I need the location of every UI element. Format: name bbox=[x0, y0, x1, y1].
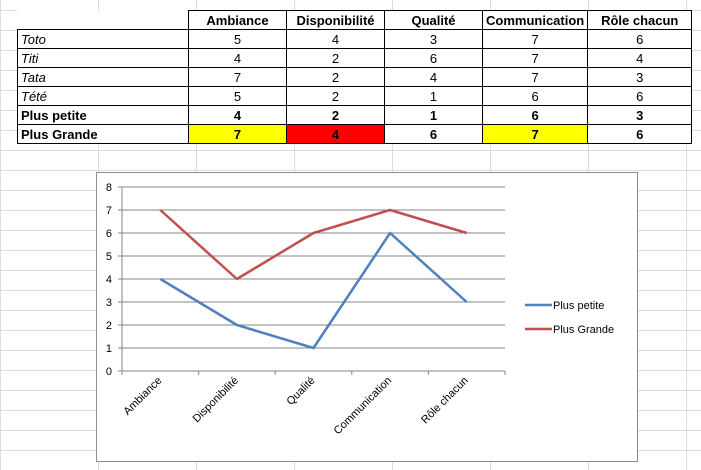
column-header[interactable]: Communication bbox=[481, 10, 589, 30]
table-row: Toto 5 4 3 7 6 bbox=[17, 29, 693, 49]
value-cell[interactable]: 3 bbox=[587, 105, 693, 125]
data-table: Ambiance Disponibilité Qualité Communica… bbox=[17, 10, 693, 144]
value-cell-highlight-yellow[interactable]: 7 bbox=[188, 124, 287, 144]
value-cell[interactable]: 7 bbox=[188, 67, 287, 87]
value-cell[interactable]: 6 bbox=[384, 124, 483, 144]
x-tick-label: Rôle chacun bbox=[419, 375, 471, 427]
table-row: Plus petite 4 2 1 6 3 bbox=[17, 105, 693, 125]
table-row: Plus Grande 7 4 6 7 6 bbox=[17, 124, 693, 144]
x-tick-label: Ambiance bbox=[121, 375, 164, 418]
value-cell[interactable]: 1 bbox=[384, 86, 483, 106]
table-header-row: Ambiance Disponibilité Qualité Communica… bbox=[17, 10, 693, 30]
y-tick-label: 4 bbox=[106, 274, 112, 286]
legend-label: Plus petite bbox=[553, 300, 604, 312]
x-tick-label: Disponibilité bbox=[191, 375, 241, 425]
value-cell[interactable]: 1 bbox=[384, 105, 483, 125]
line-chart[interactable]: 0 1 2 3 4 5 6 7 8 Ambiance Disponibilité Qualité Com… bbox=[96, 172, 638, 462]
value-cell[interactable]: 4 bbox=[286, 29, 385, 49]
value-cell[interactable]: 2 bbox=[286, 105, 385, 125]
value-cell[interactable]: 6 bbox=[481, 105, 589, 125]
row-name-cell[interactable]: Plus petite bbox=[17, 105, 189, 125]
value-cell[interactable]: 6 bbox=[481, 86, 589, 106]
value-cell[interactable]: 2 bbox=[286, 67, 385, 87]
table-row: Titi 4 2 6 7 4 bbox=[17, 48, 693, 68]
column-header[interactable]: Qualité bbox=[384, 10, 483, 30]
y-tick-label: 2 bbox=[106, 320, 112, 332]
x-tick-label: Communication bbox=[332, 375, 395, 438]
value-cell[interactable]: 7 bbox=[481, 29, 589, 49]
y-tick-label: 7 bbox=[106, 205, 112, 217]
column-header[interactable]: Ambiance bbox=[188, 10, 287, 30]
column-header[interactable]: Rôle chacun bbox=[587, 10, 693, 30]
chart-svg: 0 1 2 3 4 5 6 7 8 Ambiance Disponibilité Qualité Com… bbox=[106, 182, 614, 438]
value-cell[interactable]: 7 bbox=[481, 67, 589, 87]
series-line-plus-grande bbox=[159, 208, 468, 281]
value-cell-highlight-yellow[interactable]: 7 bbox=[481, 124, 589, 144]
y-tick-label: 5 bbox=[106, 251, 112, 263]
y-tick-label: 6 bbox=[106, 228, 112, 240]
value-cell[interactable]: 4 bbox=[188, 48, 287, 68]
value-cell[interactable]: 3 bbox=[384, 29, 483, 49]
value-cell[interactable]: 6 bbox=[384, 48, 483, 68]
column-header[interactable]: Disponibilité bbox=[286, 10, 385, 30]
legend-label: Plus Grande bbox=[553, 324, 614, 336]
value-cell[interactable]: 6 bbox=[587, 124, 693, 144]
value-cell[interactable]: 4 bbox=[384, 67, 483, 87]
row-name-cell[interactable]: Plus Grande bbox=[17, 124, 189, 144]
series-line-plus-petite bbox=[159, 231, 468, 350]
x-tick-label: Qualité bbox=[284, 375, 317, 408]
value-cell-highlight-red[interactable]: 4 bbox=[286, 124, 385, 144]
value-cell[interactable]: 3 bbox=[587, 67, 693, 87]
row-name-cell[interactable]: Titi bbox=[17, 48, 189, 68]
value-cell[interactable]: 7 bbox=[481, 48, 589, 68]
value-cell[interactable]: 6 bbox=[587, 29, 693, 49]
corner-cell[interactable] bbox=[17, 10, 189, 30]
table-row: Tété 5 2 1 6 6 bbox=[17, 86, 693, 106]
y-tick-label: 1 bbox=[106, 343, 112, 355]
row-name-cell[interactable]: Tata bbox=[17, 67, 189, 87]
y-tick-label: 8 bbox=[106, 182, 112, 194]
y-tick-label: 0 bbox=[106, 366, 112, 378]
value-cell[interactable]: 2 bbox=[286, 86, 385, 106]
y-tick-label: 3 bbox=[106, 297, 112, 309]
value-cell[interactable]: 2 bbox=[286, 48, 385, 68]
row-name-cell[interactable]: Tété bbox=[17, 86, 189, 106]
table-row: Tata 7 2 4 7 3 bbox=[17, 67, 693, 87]
value-cell[interactable]: 4 bbox=[188, 105, 287, 125]
value-cell[interactable]: 5 bbox=[188, 29, 287, 49]
value-cell[interactable]: 6 bbox=[587, 86, 693, 106]
value-cell[interactable]: 4 bbox=[587, 48, 693, 68]
value-cell[interactable]: 5 bbox=[188, 86, 287, 106]
row-name-cell[interactable]: Toto bbox=[17, 29, 189, 49]
